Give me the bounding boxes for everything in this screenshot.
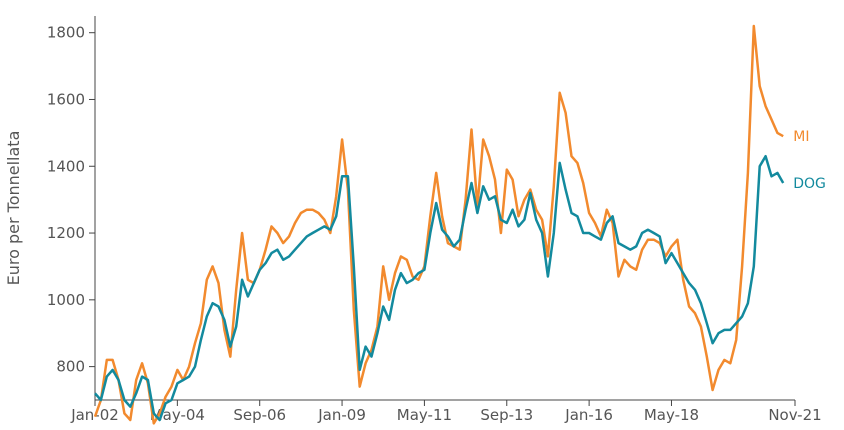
x-tick-label: Sep-06 bbox=[233, 406, 286, 424]
y-tick-label: 1000 bbox=[47, 291, 85, 309]
y-axis-ticks: 800 1000 1200 1400 1600 1800 bbox=[47, 24, 95, 376]
x-axis-ticks: Jan-02 May-04 Sep-06 Jan-09 May-11 Sep-13 Jan-… bbox=[70, 400, 822, 424]
y-axis-title: Euro per Tonnellata bbox=[4, 131, 23, 286]
series-line-dog bbox=[94, 154, 785, 422]
y-tick-label: 800 bbox=[56, 358, 85, 376]
series-group: MI DOG bbox=[93, 24, 826, 425]
y-tick-label: 1200 bbox=[47, 224, 85, 242]
x-tick-label: Sep-13 bbox=[480, 406, 533, 424]
y-tick-label: 1400 bbox=[47, 157, 85, 175]
x-tick-label: May-11 bbox=[397, 406, 452, 424]
series-line-mi bbox=[93, 24, 784, 425]
axes bbox=[94, 16, 795, 401]
y-tick-label: 1600 bbox=[47, 90, 85, 108]
x-tick-label: Jan-16 bbox=[564, 406, 613, 424]
x-tick-label: Nov-21 bbox=[768, 406, 821, 424]
series-label-mi: MI bbox=[793, 129, 809, 145]
x-tick-label: May-18 bbox=[644, 406, 699, 424]
y-tick-label: 1800 bbox=[47, 24, 85, 42]
series-label-dog: DOG bbox=[793, 176, 826, 192]
x-tick-label: Jan-09 bbox=[317, 406, 366, 424]
